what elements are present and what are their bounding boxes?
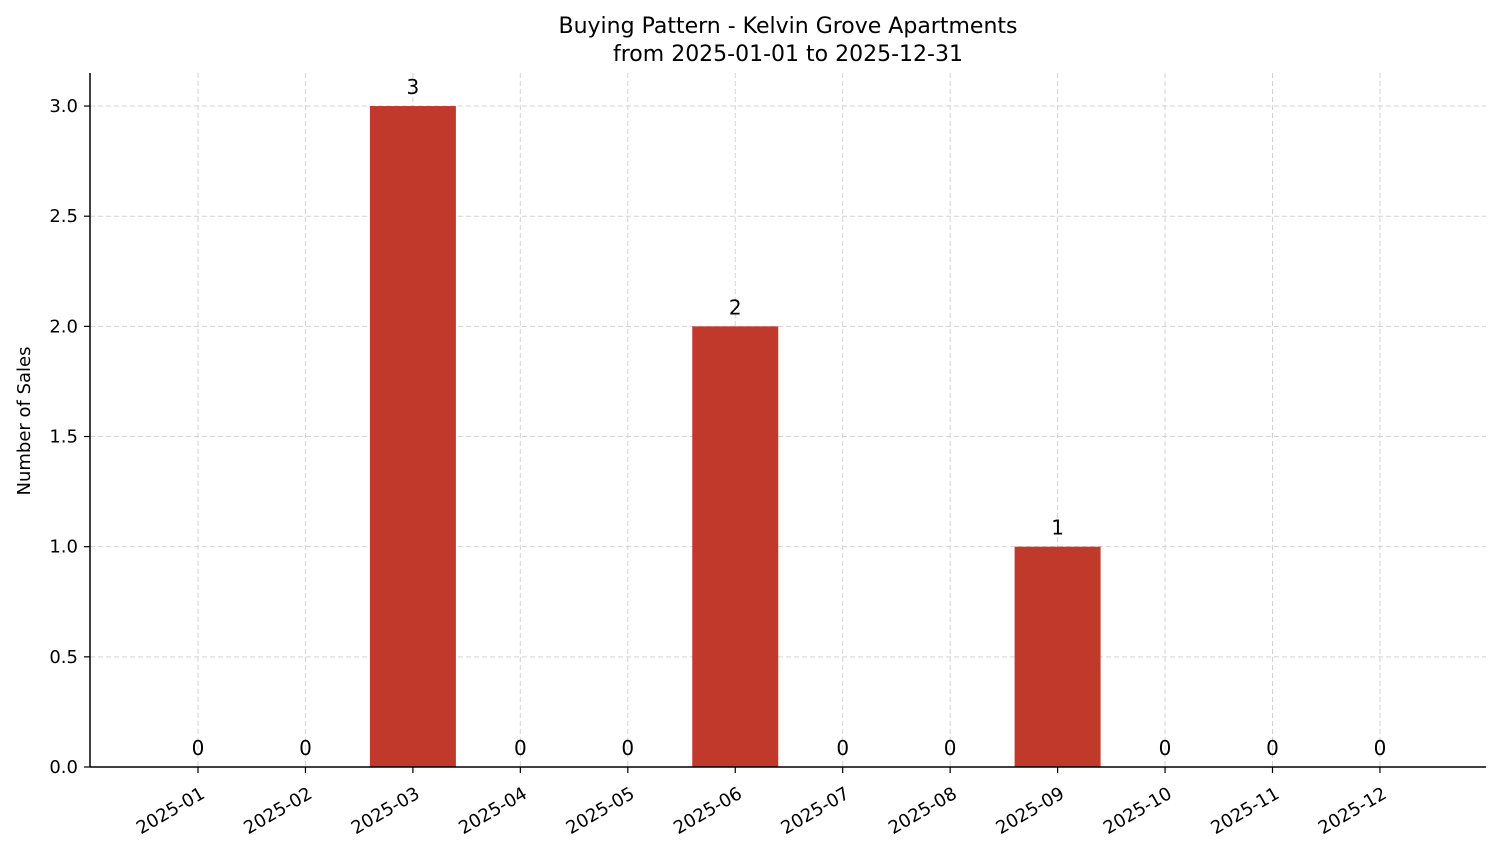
data-label-2025-06: 2 [729,295,742,319]
y-tick-label: 0.5 [49,647,78,668]
y-axis-label: Number of Sales [14,346,35,495]
data-label-2025-02: 0 [299,736,312,760]
data-label-2025-10: 0 [1159,736,1172,760]
x-tick-label-2025-03: 2025-03 [348,783,424,839]
bar-2025-06 [692,326,779,767]
data-label-2025-05: 0 [621,736,634,760]
x-tick-label-2025-10: 2025-10 [1100,783,1176,839]
chart-title: Buying Pattern - Kelvin Grove Apartments [559,14,1018,39]
x-tick-label-2025-06: 2025-06 [670,783,746,839]
x-tick-label-2025-05: 2025-05 [563,783,639,839]
data-label-2025-07: 0 [836,736,849,760]
data-label-2025-08: 0 [944,736,957,760]
grid-layer [90,73,1486,768]
x-tick-label-2025-08: 2025-08 [885,783,961,839]
x-tick-label-2025-12: 2025-12 [1315,783,1391,839]
bars-layer [369,106,1101,768]
x-tick-label-2025-11: 2025-11 [1207,783,1283,839]
y-tick-label: 1.0 [49,537,78,558]
data-label-2025-03: 3 [407,75,420,99]
bar-2025-03 [369,106,456,768]
y-tick-label: 2.5 [49,206,78,227]
data-label-2025-04: 0 [514,736,527,760]
y-tick-label: 3.0 [49,96,78,117]
x-tick-label-2025-04: 2025-04 [455,783,531,839]
data-label-2025-09: 1 [1051,516,1064,540]
y-tick-label: 0.0 [49,757,78,778]
x-tick-label-2025-02: 2025-02 [240,783,316,839]
chart-subtitle: from 2025-01-01 to 2025-12-31 [613,42,963,67]
x-tick-label-2025-07: 2025-07 [778,783,854,839]
x-tick-label-2025-01: 2025-01 [133,783,209,839]
y-tick-label: 1.5 [49,427,78,448]
data-label-2025-11: 0 [1266,736,1279,760]
bar-2025-09 [1014,546,1101,767]
data-label-2025-12: 0 [1374,736,1387,760]
y-tick-label: 2.0 [49,316,78,337]
x-tick-label-2025-09: 2025-09 [992,783,1068,839]
data-label-2025-01: 0 [192,736,205,760]
axes-layer [84,73,1486,773]
